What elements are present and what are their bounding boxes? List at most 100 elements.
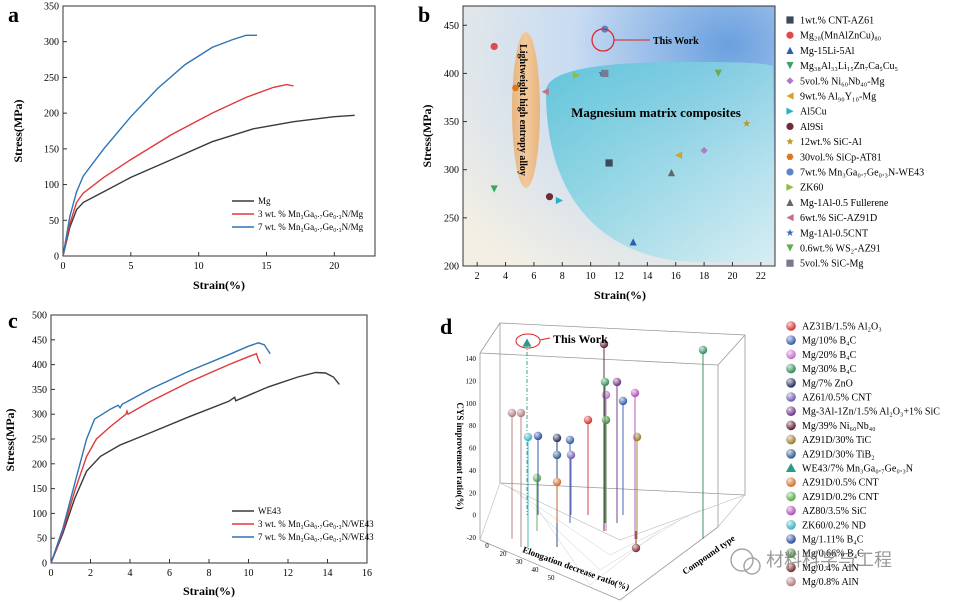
legend-label: 3 wt. % Mn₃Ga₀.₇Ge₀.₃N/Mg xyxy=(258,209,364,219)
stem-sphere-highlight xyxy=(618,396,628,406)
stem-sphere-highlight xyxy=(552,450,562,460)
x-tick-label: 6 xyxy=(167,568,172,579)
panel-b-letter: b xyxy=(418,2,430,27)
y-tick-label: 200 xyxy=(32,459,47,470)
panel-d-stems xyxy=(507,338,708,553)
legend-label: Mg/10% B₄C xyxy=(802,336,857,347)
x-tick-label: 16 xyxy=(671,271,681,282)
panel-b-stress-strain-comparison: b Lightweight high entropy alloy Magnesi… xyxy=(418,2,924,302)
panel-d-x-ticks: 0 20 30 40 50 xyxy=(485,542,555,582)
legend-label: Mg/39% Ni₆₀Nb₄₀ xyxy=(802,421,876,432)
legend-marker-highlight xyxy=(786,335,796,346)
y-tick-label: 300 xyxy=(32,410,47,421)
z-tick-label: 0 xyxy=(473,512,477,520)
legend-marker-highlight xyxy=(786,449,796,459)
stem-sphere-highlight xyxy=(601,415,611,425)
panel-c-letter: c xyxy=(8,308,18,333)
legend-label: AZ91D/0.5% CNT xyxy=(802,478,879,489)
z-tick-label: 140 xyxy=(466,355,477,363)
z-tick-label: 20 xyxy=(469,489,477,497)
legend-marker xyxy=(786,228,794,236)
legend-label: AZ80/3.5% SiC xyxy=(802,506,867,517)
legend-label: 5vol.% Ni₆₀Nb₄₀-Mg xyxy=(800,76,885,87)
x-tick-label: 5 xyxy=(128,261,133,272)
y-tick-label: 350 xyxy=(44,2,59,13)
legend-label: AZ61/0.5% CNT xyxy=(802,393,871,404)
z-tick-label: 100 xyxy=(466,400,477,408)
legend-label: AZ91D/0.2% CNT xyxy=(802,492,879,503)
legend-label: Mg₂₀(MnAlZnCu)₈₀ xyxy=(800,31,882,42)
panel-d-y-axis-label: Compound type xyxy=(680,533,736,577)
legend-marker xyxy=(786,259,794,267)
legend-marker xyxy=(786,62,794,70)
legend-marker-highlight xyxy=(786,534,796,544)
stem-sphere-highlight xyxy=(533,431,543,441)
x-tick-label: 20 xyxy=(500,550,508,558)
legend-label: 6wt.% SiC-AZ91D xyxy=(800,213,877,224)
legend-marker-highlight xyxy=(786,406,796,417)
legend-label: Al5Cu xyxy=(800,107,827,118)
legend-label: Mg/0.8% AlN xyxy=(802,577,859,588)
x-tick-label: 20 xyxy=(727,271,737,282)
legend-label: 12wt.% SiC-Al xyxy=(800,137,862,148)
legend-label: 3 wt. % Mn₃Ga₀.₇Ge₀.₃N/WE43 xyxy=(258,519,374,529)
legend-label: Mg/0.66% B₄C xyxy=(802,549,864,560)
y-tick-label: 200 xyxy=(444,262,459,273)
legend-marker-highlight xyxy=(786,491,796,502)
x-tick-label: 0 xyxy=(61,261,66,272)
legend-label: Al9Si xyxy=(800,122,824,133)
legend-marker xyxy=(786,16,794,24)
x-tick-label: 18 xyxy=(699,271,709,282)
stem-sphere-highlight xyxy=(601,390,611,400)
panel-a-xlabel: Strain(%) xyxy=(193,278,245,292)
y-tick-label: 50 xyxy=(37,534,47,545)
data-point-5 xyxy=(674,151,683,159)
legend-marker-highlight xyxy=(786,378,796,388)
watermark: 材料科学与工程 xyxy=(730,548,892,575)
panel-b-xlabel: Strain(%) xyxy=(594,288,646,302)
panel-d-3d-comparison: d -20 0 20 40 60 80 100 120 140 0 20 30 40 50 This W… xyxy=(440,314,940,601)
x-tick-label: 0 xyxy=(485,542,489,550)
panel-c-xlabel: Strain(%) xyxy=(183,584,235,598)
x-tick-label: 10 xyxy=(244,568,254,579)
legend-label: 30vol.% SiCp-AT81 xyxy=(800,152,882,163)
stem-sphere-highlight xyxy=(552,433,562,443)
legend-marker-highlight xyxy=(786,321,796,331)
stem-sphere-highlight xyxy=(552,477,562,487)
y-tick-label: 500 xyxy=(32,311,47,322)
stem-sphere-highlight xyxy=(600,377,610,387)
y-tick-label: 400 xyxy=(444,69,459,80)
series-line-0 xyxy=(50,371,340,564)
panel-d-legend: AZ31B/1.5% Al₂O₃ Mg/10% B₄C Mg/20% B₄C Mg/3… xyxy=(786,321,940,588)
data-point-16 xyxy=(601,69,609,78)
y-tick-label: 100 xyxy=(32,509,47,520)
y-tick-label: 100 xyxy=(44,180,59,191)
panel-d-z-axis-label: CYS improvement ratio(%) xyxy=(455,402,465,509)
stem-sphere-highlight xyxy=(583,415,593,425)
panel-c-curves xyxy=(50,342,340,564)
watermark-text: 材料科学与工程 xyxy=(766,550,892,570)
x-tick-label: 50 xyxy=(548,574,556,582)
y-tick-label: 250 xyxy=(44,73,59,84)
y-tick-label: 250 xyxy=(444,213,459,224)
panel-a-legend: Mg 3 wt. % Mn₃Ga₀.₇Ge₀.₃N/Mg 7 wt. % Mn₃Ga… xyxy=(232,196,364,232)
legend-label: AZ91D/30% TiB₂ xyxy=(802,449,875,460)
legend-marker-highlight xyxy=(786,576,796,587)
x-tick-label: 12 xyxy=(614,271,624,282)
z-tick-label: -20 xyxy=(467,534,477,542)
panel-d-this-work-label: This Work xyxy=(553,332,608,346)
series-line-0 xyxy=(62,114,355,257)
y-tick-label: 0 xyxy=(54,252,59,263)
data-point-8 xyxy=(742,119,751,127)
stem-sphere-highlight xyxy=(565,435,575,445)
data-point-13 xyxy=(541,88,549,96)
x-tick-label: 0 xyxy=(49,568,54,579)
legend-marker xyxy=(786,244,794,252)
x-tick-label: 16 xyxy=(362,568,372,579)
legend-marker xyxy=(786,168,794,176)
data-point-7 xyxy=(545,193,554,201)
legend-label: Mg/1.11% B₄C xyxy=(802,535,864,546)
panel-d-z-ticks: -20 0 20 40 60 80 100 120 140 xyxy=(466,355,477,542)
legend-label: AZ31B/1.5% Al₂O₃ xyxy=(802,322,882,333)
legend-marker-highlight xyxy=(786,363,796,374)
